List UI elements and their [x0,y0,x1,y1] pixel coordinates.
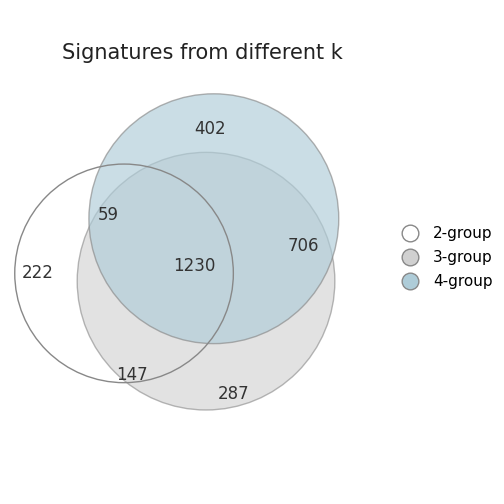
Text: 59: 59 [98,206,119,224]
Text: 402: 402 [194,120,226,138]
Circle shape [77,152,335,410]
Text: 706: 706 [288,237,320,255]
Title: Signatures from different k: Signatures from different k [62,43,343,64]
Circle shape [89,94,339,344]
Text: 287: 287 [218,386,249,403]
Legend: 2-group, 3-group, 4-group: 2-group, 3-group, 4-group [389,220,499,295]
Text: 222: 222 [22,265,54,282]
Text: 1230: 1230 [173,257,216,275]
Text: 147: 147 [116,366,148,384]
